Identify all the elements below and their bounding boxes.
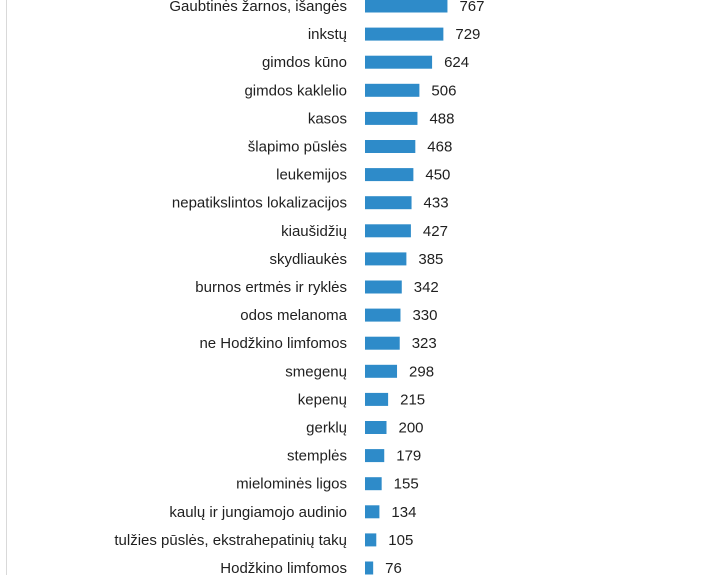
data-label: 155	[394, 476, 419, 493]
category-label: leukemijos	[276, 167, 347, 184]
category-label: smegenų	[285, 363, 347, 380]
category-label: gimdos kūno	[262, 54, 347, 71]
data-label: 468	[427, 139, 452, 156]
category-label: ne Hodžkino limfomos	[199, 335, 347, 352]
bar-row: odos melanoma 330	[240, 307, 437, 324]
bar	[365, 505, 380, 519]
bar-row: kepenų 215	[298, 391, 425, 408]
category-label: gimdos kaklelio	[244, 82, 347, 99]
bar	[365, 364, 398, 378]
bar	[365, 533, 377, 547]
bar	[365, 196, 412, 210]
category-label: burnos ertmės ir ryklės	[195, 279, 347, 296]
bar-row: Gaubtinės žarnos, išangės 767	[169, 0, 484, 15]
bar	[365, 449, 385, 463]
data-label: 105	[388, 532, 413, 549]
data-label: 215	[400, 391, 425, 408]
bar	[365, 55, 433, 69]
bar	[365, 421, 387, 434]
bar-row: nepatikslintos lokalizacijos 433	[172, 195, 449, 212]
bar	[365, 83, 420, 97]
bar	[365, 477, 382, 491]
category-label: tulžies pūslės, ekstrahepatinių takų	[114, 532, 347, 549]
bar	[365, 252, 407, 266]
category-label: kepenų	[298, 391, 347, 408]
bar-row: tulžies pūslės, ekstrahepatinių takų 105	[114, 532, 413, 549]
data-label: 330	[412, 307, 437, 324]
data-label: 624	[444, 54, 469, 71]
bar	[365, 140, 416, 153]
category-label: gerklų	[306, 420, 347, 437]
category-label: nepatikslintos lokalizacijos	[172, 195, 347, 212]
category-label: mielominės ligos	[236, 476, 347, 493]
category-label: kaulų ir jungiamojo audinio	[169, 504, 347, 521]
data-label: 298	[409, 363, 434, 380]
bar	[365, 308, 401, 322]
data-label: 450	[425, 167, 450, 184]
bar-row: skydliaukės 385	[269, 251, 443, 268]
bar-row: mielominės ligos 155	[236, 476, 419, 493]
data-label: 323	[412, 335, 437, 352]
data-label: 134	[391, 504, 416, 521]
category-label: skydliaukės	[269, 251, 347, 268]
bar	[365, 336, 400, 350]
bar	[365, 168, 414, 182]
bar-row: ne Hodžkino limfomos 323	[199, 335, 436, 352]
data-label: 729	[455, 26, 480, 43]
bar-row: kiaušidžių 427	[281, 223, 448, 240]
data-label: 76	[385, 560, 402, 575]
data-label: 385	[418, 251, 443, 268]
bar	[365, 224, 411, 238]
category-label: Gaubtinės žarnos, išangės	[169, 0, 347, 15]
bar-row: šlapimo pūslės 468	[248, 139, 453, 156]
data-label: 506	[431, 82, 456, 99]
bar	[365, 27, 444, 41]
chart-frame-left-border	[6, 0, 7, 575]
bar-row: gerklų 200	[306, 420, 423, 437]
bar	[365, 0, 448, 13]
bar-row: smegenų 298	[285, 363, 434, 380]
bar-row: kasos 488	[308, 110, 455, 127]
bar	[365, 111, 418, 125]
bar-row: Hodžkino limfomos 76	[220, 560, 402, 575]
bar-row: leukemijos 450	[276, 167, 450, 184]
data-label: 179	[396, 448, 421, 465]
data-label: 200	[399, 420, 424, 437]
data-label: 433	[424, 195, 449, 212]
bar-row: stemplės 179	[287, 448, 421, 465]
bar-row: kaulų ir jungiamojo audinio 134	[169, 504, 416, 521]
data-label: 488	[429, 110, 454, 127]
bar-row: gimdos kaklelio 506	[244, 82, 456, 99]
data-label: 767	[459, 0, 484, 15]
bar	[365, 280, 402, 294]
category-label: inkstų	[308, 26, 347, 43]
bar	[365, 392, 389, 406]
category-label: odos melanoma	[240, 307, 347, 324]
category-label: Hodžkino limfomos	[220, 560, 347, 575]
category-label: šlapimo pūslės	[248, 139, 347, 156]
category-label: stemplės	[287, 448, 347, 465]
bar	[365, 561, 374, 575]
category-label: kiaušidžių	[281, 223, 347, 240]
bar-row: gimdos kūno 624	[262, 54, 469, 71]
data-label: 427	[423, 223, 448, 240]
category-label: kasos	[308, 110, 347, 127]
bar-row: inkstų 729	[308, 26, 481, 43]
data-label: 342	[414, 279, 439, 296]
bar-row: burnos ertmės ir ryklės 342	[195, 279, 439, 296]
